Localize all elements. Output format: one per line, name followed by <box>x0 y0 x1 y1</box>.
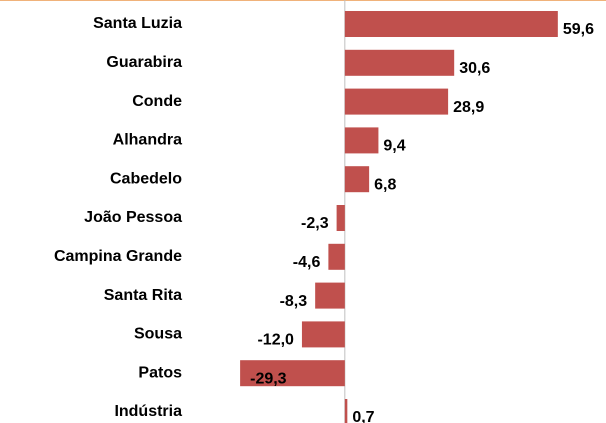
bar <box>344 88 449 115</box>
value-label: -2,3 <box>301 215 329 232</box>
bar <box>344 49 455 76</box>
value-label: -8,3 <box>280 293 308 310</box>
category-label: Santa Luzia <box>93 15 182 32</box>
category-label: Patos <box>138 364 182 381</box>
bar <box>240 360 345 387</box>
category-label: Indústria <box>114 403 182 420</box>
category-label: Guarabira <box>106 54 182 71</box>
category-label: Alhandra <box>113 132 182 149</box>
category-label: Cabedelo <box>110 170 182 187</box>
value-label: 9,4 <box>383 138 405 155</box>
bar <box>344 11 558 37</box>
category-label: Sousa <box>134 326 182 343</box>
bar <box>344 399 348 423</box>
value-label: -29,3 <box>250 370 287 387</box>
bar <box>328 243 345 270</box>
bar <box>301 321 345 348</box>
category-label: Conde <box>132 93 182 110</box>
value-label: -4,6 <box>293 254 321 271</box>
value-label: 6,8 <box>374 176 396 193</box>
value-label: -12,0 <box>257 332 294 349</box>
value-label: 28,9 <box>453 99 484 116</box>
value-label: 30,6 <box>459 60 490 77</box>
category-label: Campina Grande <box>54 248 182 265</box>
bar <box>336 205 345 231</box>
category-label: João Pessoa <box>84 209 182 226</box>
value-label: 0,7 <box>352 409 374 423</box>
bar <box>315 282 345 309</box>
value-label: 59,6 <box>563 21 594 38</box>
bar <box>344 127 379 154</box>
category-label: Santa Rita <box>104 287 182 304</box>
bar <box>344 166 370 193</box>
